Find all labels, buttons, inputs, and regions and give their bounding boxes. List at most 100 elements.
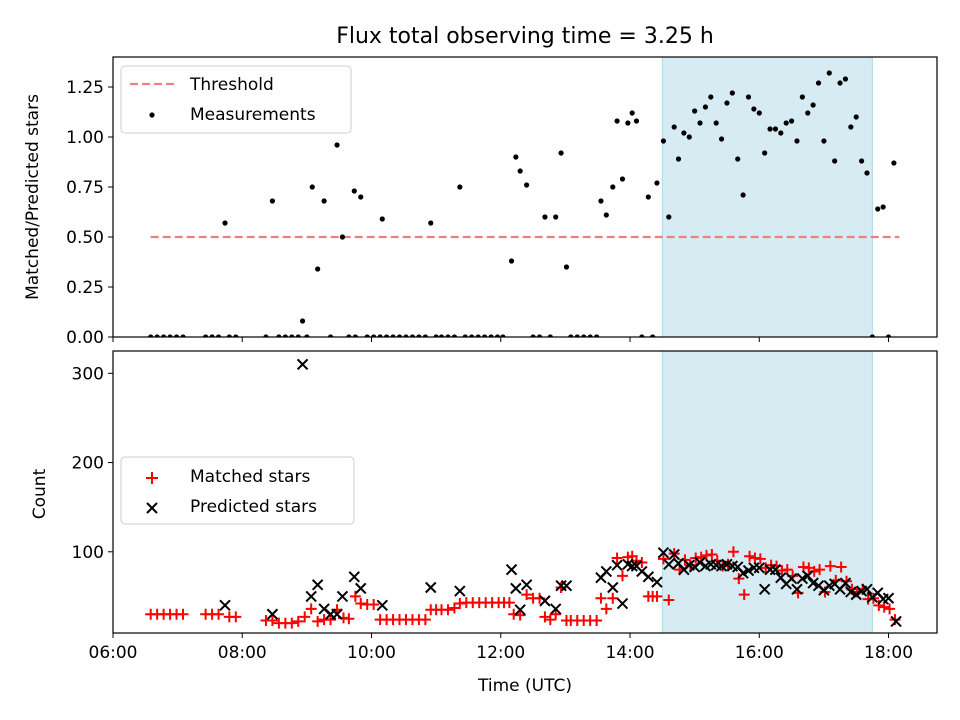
- measurement-point: [154, 334, 160, 337]
- predicted-stars-point: [296, 358, 309, 371]
- matched-stars-point: [266, 615, 278, 627]
- measurement-point: [358, 194, 364, 200]
- matched-stars-point: [544, 614, 556, 626]
- measurement-point: [740, 192, 746, 198]
- predicted-stars-point: [510, 582, 522, 595]
- observing-window-shading: [661, 56, 873, 338]
- measurement-point: [403, 334, 409, 337]
- predicted-stars-point: [657, 546, 670, 559]
- measurement-point: [821, 138, 827, 144]
- measurement-point: [416, 334, 422, 337]
- measurement-point: [751, 106, 757, 112]
- measurement-point: [433, 334, 439, 337]
- x-tick-label: 16:00: [735, 643, 784, 663]
- matched-stars-point: [325, 614, 337, 626]
- measurement-point: [563, 264, 570, 270]
- matched-stars-point: [312, 615, 324, 627]
- predicted-stars-legend-label: Predicted stars: [190, 497, 317, 517]
- measurement-point: [289, 334, 295, 337]
- measurement-point: [713, 120, 719, 126]
- matched-stars-point: [591, 615, 603, 627]
- matched-stars-point: [744, 550, 756, 562]
- series-marks: [145, 358, 902, 629]
- measurement-point: [629, 110, 635, 116]
- predicted-stars-point: [850, 588, 862, 601]
- predicted-stars-point: [331, 608, 343, 620]
- top-chart-plot: 0.00 0.25 0.50 0.75 1.00 1.25: [66, 56, 938, 348]
- top-legend-box: [120, 65, 352, 134]
- measurement-point: [603, 212, 609, 218]
- measurement-point: [409, 334, 416, 337]
- matched-stars-point: [651, 590, 663, 602]
- y-tick-label: 1.00: [66, 128, 104, 148]
- measurements-legend-swatch: [149, 112, 155, 118]
- matched-stars-point: [808, 565, 820, 577]
- measurement-point: [697, 120, 703, 126]
- predicted-stars-point: [454, 585, 466, 597]
- measurement-point: [513, 154, 519, 160]
- measurement-point: [396, 334, 403, 337]
- predicted-stars-point: [514, 604, 526, 616]
- matched-stars-point: [727, 546, 739, 558]
- bottom-y-axis-label: Count: [30, 468, 50, 519]
- predicted-stars-point: [336, 590, 349, 603]
- matched-stars-point: [884, 603, 896, 615]
- measurement-point: [371, 334, 377, 337]
- predicted-stars-point: [425, 581, 437, 594]
- measurement-point: [536, 334, 543, 337]
- predicted-stars-point: [611, 559, 623, 571]
- predicted-stars-point: [642, 571, 655, 583]
- predicted-stars-point: [802, 570, 814, 582]
- predicted-stars-point: [668, 548, 680, 561]
- measurement-point: [233, 334, 239, 337]
- matched-stars-point: [706, 548, 718, 560]
- x-tick-label: 14:00: [606, 643, 655, 663]
- measurement-point: [524, 182, 530, 188]
- matched-stars-point: [636, 557, 648, 568]
- predicted-stars-point: [839, 577, 852, 589]
- predicted-stars-point: [791, 583, 803, 595]
- measurement-point: [832, 158, 838, 164]
- measurement-point: [724, 100, 730, 106]
- measurement-point: [842, 76, 849, 82]
- measurement-point: [482, 334, 488, 337]
- measurement-point: [383, 334, 390, 337]
- measurement-point: [666, 214, 672, 220]
- y-tick-label: 200: [72, 454, 104, 474]
- measurement-point: [161, 334, 167, 337]
- measurement-point: [633, 118, 640, 124]
- matched-stars-point: [738, 589, 750, 601]
- measurement-point: [778, 130, 784, 136]
- measurement-point: [180, 334, 186, 337]
- measurement-point: [650, 334, 656, 337]
- predicted-stars-point: [607, 581, 619, 594]
- measurement-point: [574, 334, 580, 337]
- measurementsseries: [148, 70, 897, 337]
- measurement-point: [334, 142, 340, 148]
- predicted-starsseries: [219, 358, 902, 628]
- measurement-point: [276, 334, 282, 337]
- measurement-point: [445, 334, 451, 337]
- measurement-point: [269, 198, 276, 204]
- measurement-point: [718, 136, 725, 142]
- matched-stars-point: [368, 598, 380, 610]
- matched-stars-point: [814, 564, 826, 576]
- measurement-point: [875, 206, 881, 212]
- top-legend: Threshold Measurements: [120, 65, 352, 134]
- predicted-stars-point: [651, 576, 663, 588]
- measurement-point: [762, 150, 768, 156]
- measurement-point: [530, 334, 536, 337]
- matched-stars-legend-label: Matched stars: [190, 467, 310, 487]
- measurement-point: [346, 334, 352, 337]
- measurement-point: [451, 334, 458, 337]
- predicted-stars-point: [266, 608, 279, 620]
- measurement-point: [351, 188, 357, 194]
- predicted-stars-point: [348, 571, 360, 583]
- predicted-stars-point: [626, 560, 638, 572]
- matched-stars-point: [550, 608, 562, 620]
- measurement-point: [315, 266, 321, 272]
- measurement-point: [885, 334, 892, 337]
- predicted-stars-point: [694, 556, 706, 569]
- measurement-point: [553, 214, 559, 220]
